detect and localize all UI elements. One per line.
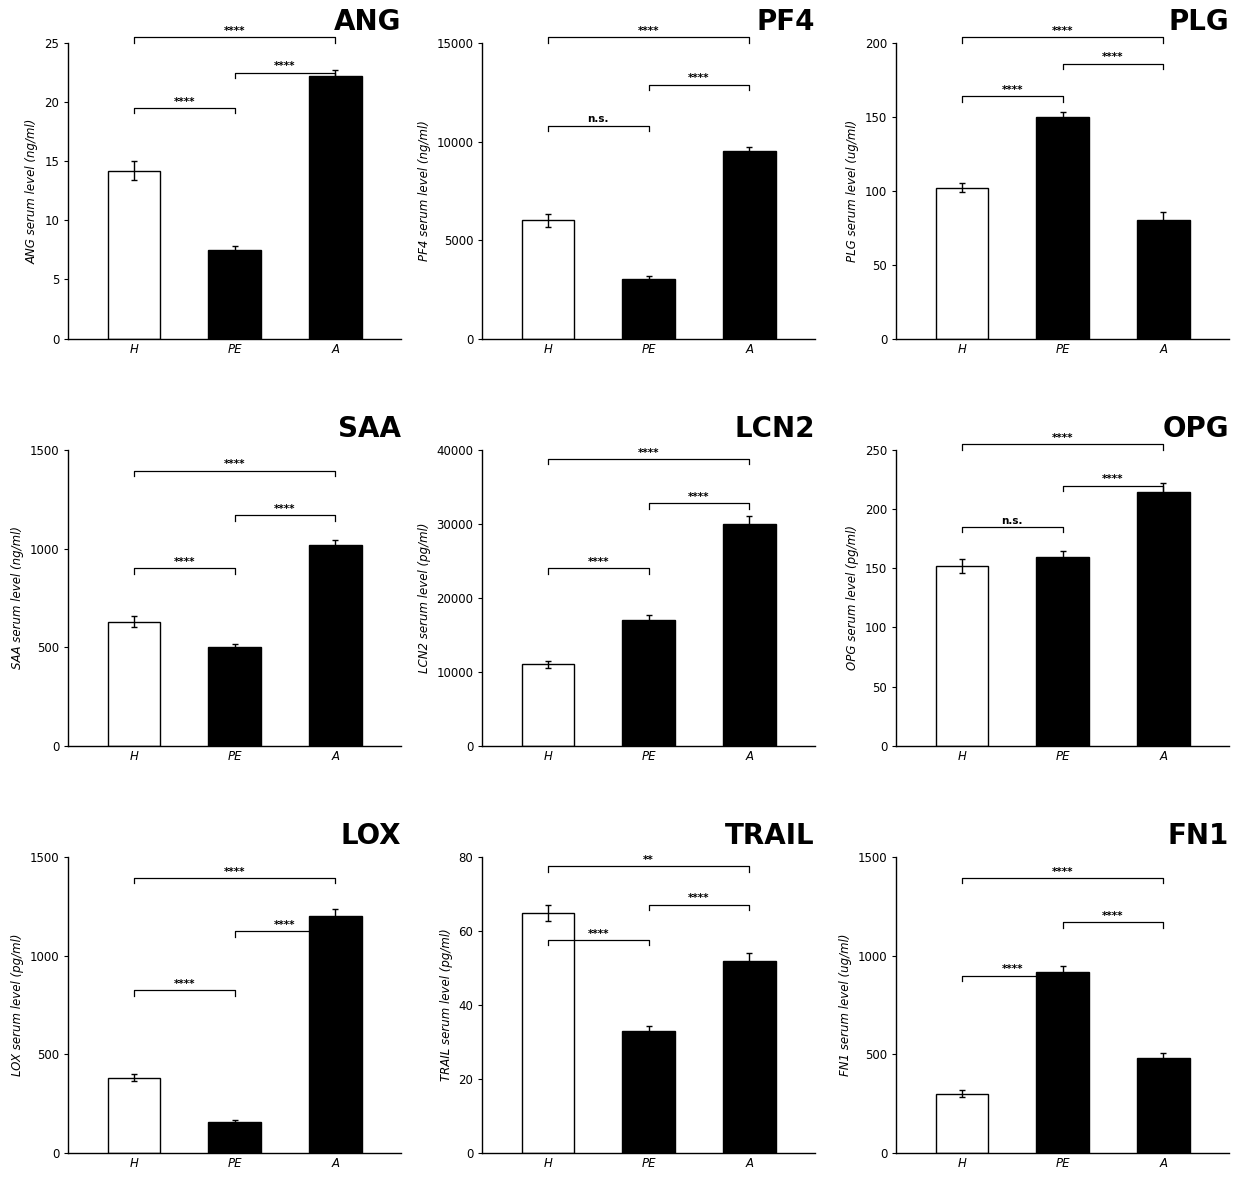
Bar xyxy=(935,188,988,339)
Bar xyxy=(1037,556,1089,745)
Text: n.s.: n.s. xyxy=(1002,516,1023,526)
Bar xyxy=(309,916,362,1153)
Text: LCN2: LCN2 xyxy=(734,415,815,443)
Text: ****: **** xyxy=(274,920,296,929)
Text: ****: **** xyxy=(1052,26,1074,35)
Bar xyxy=(108,621,160,745)
Y-axis label: LOX serum level (pg/ml): LOX serum level (pg/ml) xyxy=(11,934,24,1076)
Text: ****: **** xyxy=(224,867,246,876)
Bar xyxy=(208,250,260,339)
Y-axis label: FN1 serum level (ug/ml): FN1 serum level (ug/ml) xyxy=(839,934,852,1076)
Text: OPG: OPG xyxy=(1162,415,1229,443)
Bar xyxy=(622,280,675,339)
Text: ****: **** xyxy=(1052,433,1074,443)
Text: ****: **** xyxy=(1002,964,1023,974)
Y-axis label: PLG serum level (ug/ml): PLG serum level (ug/ml) xyxy=(847,119,859,262)
Bar xyxy=(1037,117,1089,339)
Text: ****: **** xyxy=(1102,911,1123,921)
Text: n.s.: n.s. xyxy=(588,115,609,124)
Bar xyxy=(622,1031,675,1153)
Text: ****: **** xyxy=(1052,867,1074,876)
Text: ****: **** xyxy=(1102,52,1123,63)
Bar xyxy=(522,665,574,745)
Bar xyxy=(1137,1058,1189,1153)
Y-axis label: ANG serum level (ng/ml): ANG serum level (ng/ml) xyxy=(26,118,38,263)
Text: **: ** xyxy=(644,855,653,864)
Y-axis label: OPG serum level (pg/ml): OPG serum level (pg/ml) xyxy=(847,526,859,671)
Text: ****: **** xyxy=(274,504,296,514)
Bar xyxy=(108,1078,160,1153)
Y-axis label: TRAIL serum level (pg/ml): TRAIL serum level (pg/ml) xyxy=(440,928,453,1082)
Text: ****: **** xyxy=(588,557,609,567)
Text: TRAIL: TRAIL xyxy=(725,822,815,850)
Text: LOX: LOX xyxy=(341,822,401,850)
Y-axis label: SAA serum level (ng/ml): SAA serum level (ng/ml) xyxy=(11,527,24,670)
Bar xyxy=(309,544,362,745)
Bar xyxy=(723,524,776,745)
Bar xyxy=(108,171,160,339)
Text: FN1: FN1 xyxy=(1168,822,1229,850)
Bar xyxy=(522,913,574,1153)
Bar xyxy=(723,151,776,339)
Text: ****: **** xyxy=(688,73,709,83)
Bar xyxy=(1037,972,1089,1153)
Bar xyxy=(723,961,776,1153)
Text: ****: **** xyxy=(637,448,660,458)
Text: SAA: SAA xyxy=(339,415,401,443)
Bar xyxy=(1137,221,1189,339)
Text: ****: **** xyxy=(1102,475,1123,484)
Text: ****: **** xyxy=(174,97,195,106)
Bar xyxy=(935,1094,988,1153)
Text: ****: **** xyxy=(224,26,246,35)
Bar xyxy=(522,221,574,339)
Text: ****: **** xyxy=(224,459,246,470)
Text: ****: **** xyxy=(1002,85,1023,94)
Text: ANG: ANG xyxy=(334,8,401,35)
Text: ****: **** xyxy=(588,928,609,939)
Text: ****: **** xyxy=(174,557,195,567)
Text: PLG: PLG xyxy=(1168,8,1229,35)
Text: PF4: PF4 xyxy=(756,8,815,35)
Bar xyxy=(1137,491,1189,745)
Text: ****: **** xyxy=(274,61,296,71)
Text: ****: **** xyxy=(174,979,195,988)
Bar xyxy=(208,1122,260,1153)
Y-axis label: LCN2 serum level (pg/ml): LCN2 serum level (pg/ml) xyxy=(418,523,430,673)
Bar xyxy=(622,620,675,745)
Bar xyxy=(935,566,988,745)
Bar xyxy=(208,647,260,745)
Y-axis label: PF4 serum level (ng/ml): PF4 serum level (ng/ml) xyxy=(418,120,430,261)
Text: ****: **** xyxy=(688,893,709,903)
Text: ****: **** xyxy=(637,26,660,35)
Text: ****: **** xyxy=(688,492,709,502)
Bar xyxy=(309,77,362,339)
